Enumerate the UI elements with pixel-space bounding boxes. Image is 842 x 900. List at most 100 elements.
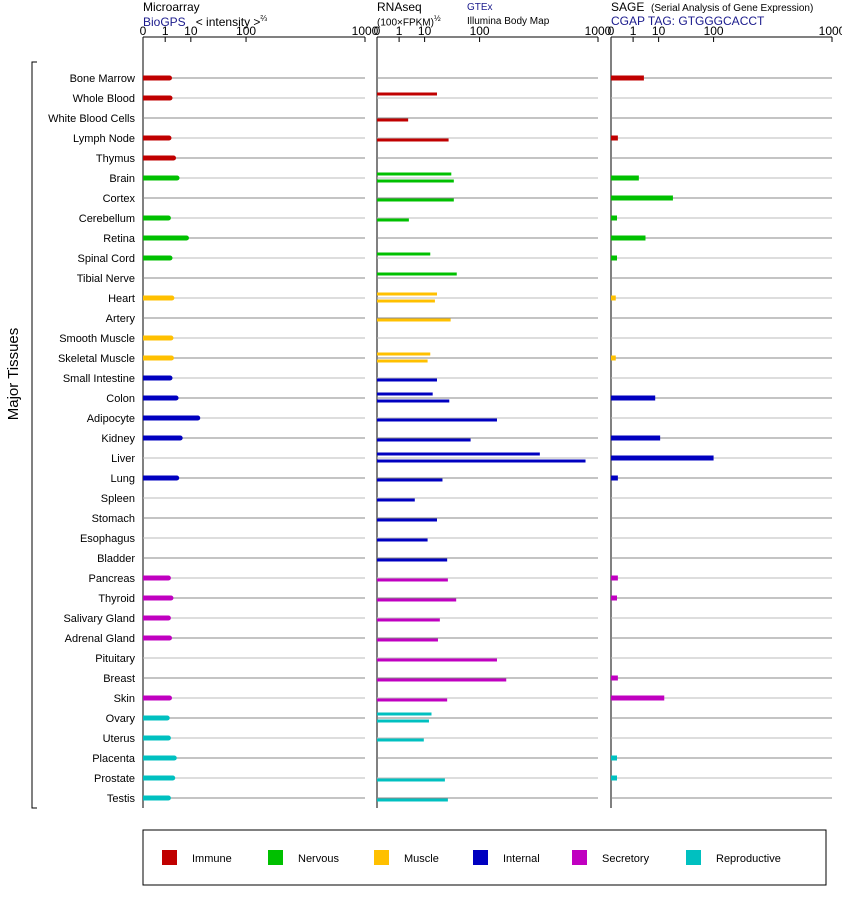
tissue-label: Spleen bbox=[101, 493, 135, 505]
tissue-label: Placenta bbox=[92, 753, 136, 765]
tissue-label: Retina bbox=[103, 233, 136, 245]
legend-label: Secretory bbox=[602, 853, 650, 865]
tick-label: 1 bbox=[396, 24, 403, 38]
tick-label: 0 bbox=[374, 24, 381, 38]
tissue-label: Skeletal Muscle bbox=[58, 353, 135, 365]
rnaseq-unit: (100×FPKM) bbox=[377, 17, 434, 29]
data-bar-cap bbox=[167, 375, 173, 381]
tissue-label: White Blood Cells bbox=[48, 113, 135, 125]
intensity-exponent: ⅔ bbox=[260, 14, 268, 23]
data-bar-cap bbox=[171, 155, 177, 161]
microarray-header: Microarray BioGPS < intensity >⅔ bbox=[143, 0, 267, 29]
tissue-label: Whole Blood bbox=[73, 93, 135, 105]
sage-subtitle: (Serial Analysis of Gene Expression) bbox=[651, 3, 814, 14]
tissue-label: Cerebellum bbox=[79, 213, 135, 225]
tissue-label: Prostate bbox=[94, 773, 135, 785]
illumina-label: Illumina Body Map bbox=[467, 16, 550, 27]
tick-label: 10 bbox=[418, 24, 432, 38]
legend-swatch bbox=[572, 850, 587, 865]
data-bar-cap bbox=[170, 775, 176, 781]
tissue-label: Tibial Nerve bbox=[77, 273, 135, 285]
rnaseq-title: RNAseq bbox=[377, 0, 422, 14]
tissue-label: Cortex bbox=[103, 193, 136, 205]
tissue-label: Adipocyte bbox=[87, 413, 135, 425]
legend-box bbox=[142, 829, 827, 886]
tick-label: 100 bbox=[236, 24, 256, 38]
data-bar-cap bbox=[166, 695, 172, 701]
sage-header: SAGE (Serial Analysis of Gene Expression… bbox=[611, 0, 813, 28]
data-bar-cap bbox=[165, 735, 171, 741]
tick-label: 10 bbox=[184, 24, 198, 38]
tick-label: 10 bbox=[652, 24, 666, 38]
data-bar-cap bbox=[166, 75, 172, 81]
legend-label: Immune bbox=[192, 853, 232, 865]
rnaseq-header: RNAseq (100×FPKM)½ bbox=[377, 0, 441, 28]
tissue-label: Small Intestine bbox=[63, 373, 135, 385]
data-bar-cap bbox=[171, 755, 177, 761]
data-bar-cap bbox=[165, 575, 171, 581]
tissue-label: Pancreas bbox=[89, 573, 136, 585]
tick-label: 0 bbox=[140, 24, 147, 38]
group-bracket bbox=[31, 61, 37, 809]
data-bar-cap bbox=[173, 395, 179, 401]
tick-label: 100 bbox=[704, 24, 724, 38]
tissue-label: Skin bbox=[114, 693, 135, 705]
legend-label: Muscle bbox=[404, 853, 439, 865]
biogps-label: BioGPS bbox=[143, 15, 186, 29]
tissue-label: Stomach bbox=[92, 513, 135, 525]
legend-swatch bbox=[268, 850, 283, 865]
intensity-label: < intensity > bbox=[195, 15, 261, 29]
tick-label: 1000 bbox=[352, 24, 379, 38]
data-bar-cap bbox=[165, 795, 171, 801]
tissue-label: Colon bbox=[106, 393, 135, 405]
legend-label: Nervous bbox=[298, 853, 339, 865]
legend-label: Reproductive bbox=[716, 853, 781, 865]
tissue-label: Breast bbox=[103, 673, 135, 685]
data-bar-cap bbox=[165, 615, 171, 621]
legend-swatch bbox=[686, 850, 701, 865]
data-bar-cap bbox=[168, 335, 174, 341]
tissue-label: Spinal Cord bbox=[78, 253, 135, 265]
data-bar-cap bbox=[174, 475, 180, 481]
tissue-label: Uterus bbox=[103, 733, 136, 745]
legend-swatch bbox=[162, 850, 177, 865]
data-bar-cap bbox=[165, 215, 171, 221]
tissue-label: Esophagus bbox=[80, 533, 136, 545]
tissue-label: Lung bbox=[111, 473, 135, 485]
tissue-label: Lymph Node bbox=[73, 133, 135, 145]
data-bar-cap bbox=[167, 255, 173, 261]
legend-label: Internal bbox=[503, 853, 540, 865]
microarray-title: Microarray bbox=[143, 0, 200, 14]
tick-label: 1000 bbox=[819, 24, 842, 38]
tissue-label: Kidney bbox=[101, 433, 135, 445]
tissue-label: Heart bbox=[108, 293, 135, 305]
tissue-label: Thymus bbox=[96, 153, 136, 165]
tissue-label: Smooth Muscle bbox=[59, 333, 135, 345]
tissue-label: Testis bbox=[107, 793, 136, 805]
tissue-label: Adrenal Gland bbox=[65, 633, 135, 645]
tick-label: 1 bbox=[630, 24, 637, 38]
data-bar-cap bbox=[168, 595, 174, 601]
tissue-label: Brain bbox=[109, 173, 135, 185]
data-bar-cap bbox=[168, 355, 174, 361]
tick-label: 100 bbox=[470, 24, 490, 38]
data-bar-cap bbox=[195, 415, 201, 421]
tissue-label: Thyroid bbox=[98, 593, 135, 605]
tissue-label: Liver bbox=[111, 453, 135, 465]
gtex-label: GTEx bbox=[467, 2, 493, 13]
tissue-label: Pituitary bbox=[95, 653, 135, 665]
data-bar-cap bbox=[164, 715, 170, 721]
data-bar-cap bbox=[174, 175, 180, 181]
group-label: Major Tissues bbox=[5, 328, 22, 421]
data-bar-cap bbox=[166, 635, 172, 641]
tick-label: 0 bbox=[608, 24, 615, 38]
data-bar-cap bbox=[177, 435, 183, 441]
sage-title: SAGE bbox=[611, 0, 645, 14]
tissue-label: Artery bbox=[106, 313, 136, 325]
sage-tag: CGAP TAG: GTGGGCACCT bbox=[611, 14, 765, 28]
legend-swatch bbox=[374, 850, 389, 865]
data-bar-cap bbox=[169, 295, 175, 301]
tissue-label: Ovary bbox=[106, 713, 136, 725]
tick-label: 1 bbox=[162, 24, 169, 38]
